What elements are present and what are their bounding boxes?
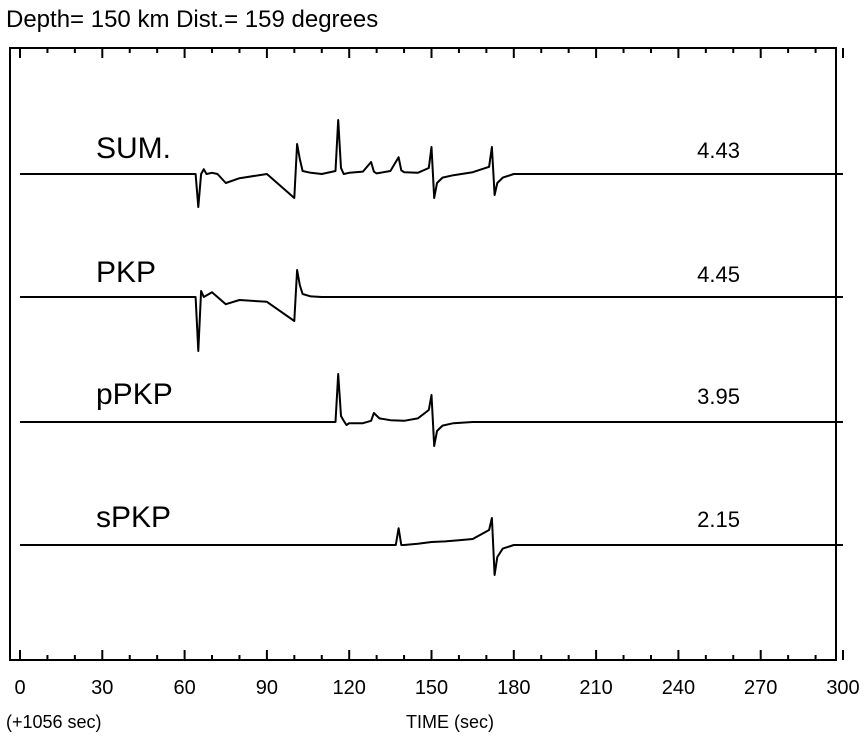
x-tick-label: 240 [662,677,695,699]
trace-labels: SUM. 4.43 PKP 4.45 pPKP 3.95 sPKP 2.15 [96,132,740,534]
trace-line [20,373,843,447]
trace-line [20,119,843,208]
x-tick-label: 300 [826,677,859,699]
trace-amplitude-value: 3.95 [697,384,740,409]
x-tick-labels: 0 30 60 90 120 150 180 210 240 270 300 [14,677,859,699]
x-tick-label: 90 [256,677,278,699]
x-tick-label: 30 [91,677,113,699]
trace-line [20,269,843,352]
trace-amplitude-value: 2.15 [697,507,740,532]
x-tick-label: 0 [14,677,25,699]
plot-frame [9,47,837,661]
time-offset-note: (+1056 sec) [6,712,102,732]
trace-amplitude-value: 4.45 [697,262,740,287]
x-tick-label: 150 [415,677,448,699]
trace-amplitude-value: 4.43 [697,138,740,163]
x-tick-label: 180 [497,677,530,699]
trace-name-label: PKP [96,256,156,289]
x-axis-label: TIME (sec) [406,712,494,732]
traces [20,119,843,576]
trace-name-label: pPKP [96,378,173,411]
trace-line [20,517,843,576]
chart-title: Depth= 150 km Dist.= 159 degrees [6,6,379,33]
x-tick-label: 270 [744,677,777,699]
trace-name-label: sPKP [96,501,171,534]
x-tick-label: 210 [579,677,612,699]
trace-name-label: SUM. [96,132,171,165]
x-tick-label: 60 [173,677,195,699]
x-tick-label: 120 [333,677,366,699]
top-ticks [19,48,844,58]
bottom-ticks [19,650,844,660]
